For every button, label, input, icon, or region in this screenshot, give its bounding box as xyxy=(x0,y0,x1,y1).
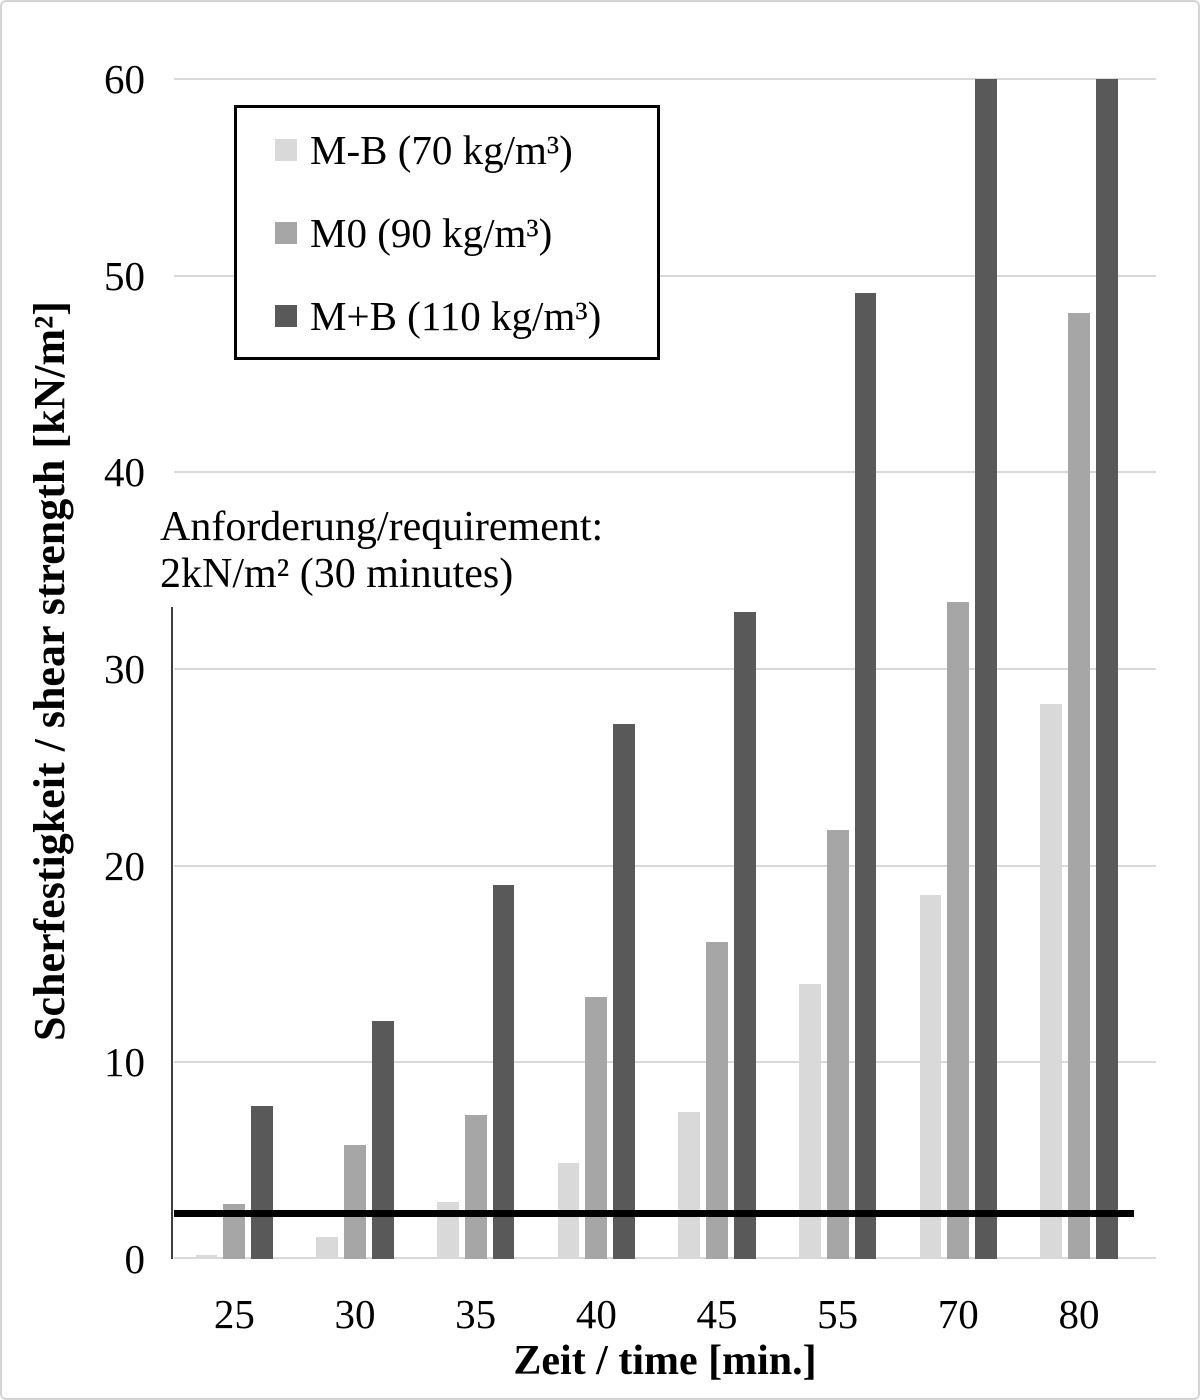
gridline-y0 xyxy=(174,1257,1156,1259)
legend-swatch-mpb110 xyxy=(275,304,297,327)
gridline-y50 xyxy=(174,274,1156,277)
bar-30min-series2 xyxy=(371,1021,394,1259)
x-tick-label-55: 55 xyxy=(817,1291,859,1337)
bar-70min-series1 xyxy=(947,602,970,1259)
x-tick-label-40: 40 xyxy=(575,1291,617,1337)
legend-item-mpb110: M+B (110 kg/m³) xyxy=(275,294,657,338)
x-axis-title: Zeit / time [min.] xyxy=(513,1338,817,1384)
bar-45min-series0 xyxy=(678,1111,701,1259)
gridline-y40 xyxy=(174,471,1156,474)
legend-swatch-m090 xyxy=(275,221,297,244)
y-tick-label-0: 0 xyxy=(124,1236,146,1282)
legend-item-m090: M0 (90 kg/m³) xyxy=(275,211,657,255)
bar-80min-series1 xyxy=(1068,313,1090,1259)
gridline-y60 xyxy=(174,78,1156,80)
x-tick-label-30: 30 xyxy=(334,1291,376,1337)
bar-70min-series0 xyxy=(919,895,942,1259)
legend-swatch-mb70 xyxy=(275,138,297,161)
bar-80min-series2 xyxy=(1095,79,1118,1259)
y-tick-label-40: 40 xyxy=(104,449,145,496)
bar-30min-series0 xyxy=(316,1237,339,1259)
gridline-y20 xyxy=(174,864,1156,867)
bar-45min-series2 xyxy=(733,611,756,1259)
bar-35min-series1 xyxy=(464,1115,487,1259)
y-tick-label-20: 20 xyxy=(104,842,145,889)
y-tick-label-30: 30 xyxy=(104,646,145,692)
x-tick-label-70: 70 xyxy=(937,1291,979,1337)
requirement-annotation-line1: Anforderung/requirement: xyxy=(160,504,604,550)
legend-item-mb70: M-B (70 kg/m³) xyxy=(275,128,657,172)
gridline-y30 xyxy=(174,668,1156,670)
requirement-threshold-line xyxy=(174,1210,1135,1218)
gridline-y10 xyxy=(174,1061,1156,1064)
legend: M-B (70 kg/m³) M0 (90 kg/m³) M+B (110 kg… xyxy=(234,105,660,360)
legend-label-mpb110: M+B (110 kg/m³) xyxy=(310,292,602,339)
requirement-annotation: Anforderung/requirement: 2kN/m² (30 minu… xyxy=(160,504,603,598)
bar-25min-series0 xyxy=(195,1255,218,1259)
bar-25min-series1 xyxy=(223,1203,246,1259)
plot-area xyxy=(174,78,1156,1259)
bar-55min-series2 xyxy=(854,293,877,1259)
requirement-annotation-line2: 2kN/m² (30 minutes) xyxy=(160,551,514,597)
bar-45min-series1 xyxy=(706,942,728,1259)
x-tick-label-35: 35 xyxy=(455,1291,497,1337)
bar-35min-series2 xyxy=(492,885,515,1259)
bar-80min-series0 xyxy=(1040,704,1063,1259)
bar-55min-series1 xyxy=(826,830,849,1259)
x-tick-label-80: 80 xyxy=(1058,1291,1100,1337)
bar-40min-series2 xyxy=(613,724,635,1259)
y-tick-label-60: 60 xyxy=(104,56,145,102)
y-tick-label-10: 10 xyxy=(104,1039,145,1086)
bar-70min-series2 xyxy=(975,79,997,1259)
legend-label-m090: M0 (90 kg/m³) xyxy=(310,209,553,256)
y-tick-label-50: 50 xyxy=(104,252,145,299)
y-axis-line xyxy=(171,607,173,1259)
legend-label-mb70: M-B (70 kg/m³) xyxy=(310,126,573,173)
bar-25min-series2 xyxy=(251,1105,273,1259)
x-tick-label-25: 25 xyxy=(213,1291,255,1337)
bar-30min-series1 xyxy=(344,1144,366,1259)
x-tick-label-45: 45 xyxy=(696,1291,738,1337)
bar-55min-series0 xyxy=(799,983,821,1259)
bar-40min-series1 xyxy=(585,997,608,1259)
